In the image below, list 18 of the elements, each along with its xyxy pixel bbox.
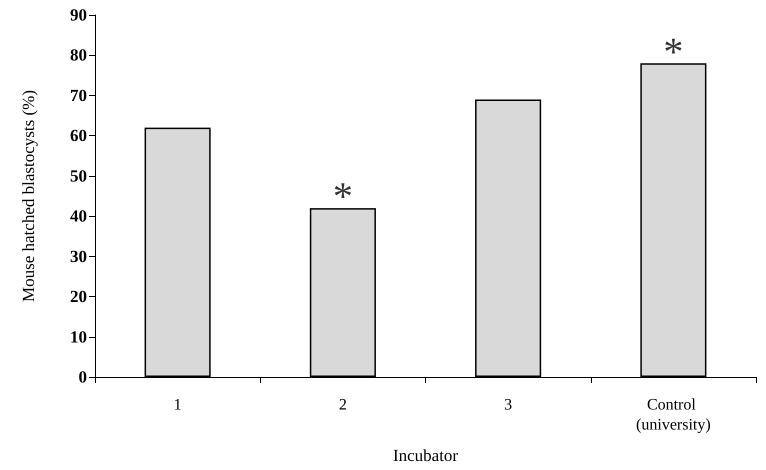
x-tick-label: Control (university)	[636, 396, 711, 434]
y-tick-label: 70	[70, 86, 87, 105]
y-tick-label: 80	[70, 46, 87, 65]
x-tick-label: 1	[174, 396, 182, 414]
y-tick-label: 50	[70, 166, 87, 186]
y-tick-label: 90	[70, 6, 87, 24]
y-tick-label: 40	[70, 206, 87, 226]
y-tick-label: 20	[70, 287, 87, 306]
x-tick-label: 3	[504, 396, 512, 414]
y-tick-label: 30	[70, 246, 87, 266]
y-tick-label: 10	[70, 327, 87, 346]
x-axis-title: Incubator	[392, 446, 458, 465]
annotation: *	[663, 28, 684, 74]
annotation: *	[332, 174, 353, 219]
x-tick-label: 2	[338, 396, 347, 414]
y-axis-title: Mouse hatched blastocysts (%)	[19, 90, 38, 302]
y-tick-label: 0	[78, 368, 87, 386]
y-tick-label: 60	[70, 126, 87, 146]
